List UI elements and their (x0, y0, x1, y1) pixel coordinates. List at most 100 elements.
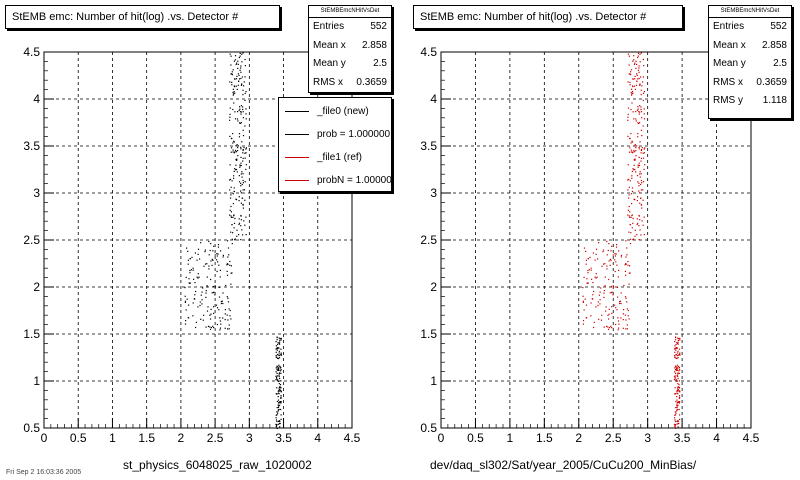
data-point (217, 244, 220, 246)
data-point (202, 287, 204, 289)
data-point (278, 374, 280, 376)
data-point (229, 53, 231, 55)
data-point (184, 295, 186, 297)
data-point (279, 338, 281, 340)
data-point (213, 245, 215, 247)
data-point (240, 225, 242, 227)
data-point (233, 60, 235, 62)
data-point (233, 93, 235, 95)
data-point (275, 354, 277, 357)
data-point (245, 118, 247, 120)
data-point (238, 234, 240, 236)
data-point (204, 251, 206, 253)
data-point (238, 181, 241, 183)
data-point (217, 253, 219, 255)
data-point (228, 308, 230, 310)
data-point (245, 152, 247, 154)
data-point (232, 91, 234, 94)
data-point (233, 190, 235, 193)
data-point (234, 118, 237, 120)
data-point (240, 219, 242, 221)
data-point (209, 318, 212, 320)
data-point (241, 61, 243, 63)
data-point (276, 378, 278, 380)
data-point (230, 265, 232, 267)
data-point (236, 118, 239, 120)
data-point (240, 105, 242, 107)
data-point (216, 270, 218, 273)
data-point (280, 408, 282, 411)
data-point (278, 347, 280, 349)
data-point (280, 372, 282, 374)
data-point (239, 69, 241, 71)
data-point (242, 129, 244, 131)
data-point (230, 215, 232, 217)
data-point (229, 209, 231, 211)
data-point (220, 302, 223, 305)
data-point (279, 404, 281, 406)
data-point (277, 396, 279, 398)
data-point (231, 238, 233, 240)
data-point (278, 405, 280, 407)
data-point (224, 309, 226, 311)
data-point (224, 327, 226, 329)
y-tick-label: 2 (33, 280, 40, 294)
data-point (200, 318, 202, 320)
data-point (280, 395, 282, 397)
data-point (203, 314, 205, 316)
data-point (200, 242, 202, 244)
data-point (221, 300, 223, 302)
data-point (276, 339, 278, 341)
data-point (280, 401, 282, 403)
data-point (244, 199, 246, 201)
data-point (226, 274, 229, 276)
left-stats-box: StEMBEmcNHitVsDet Entries 552 Mean x 2.858… (308, 5, 392, 93)
data-point (236, 75, 238, 77)
data-point (277, 390, 279, 392)
data-point (240, 113, 242, 115)
data-point (240, 215, 242, 217)
data-points (184, 52, 282, 429)
data-point (276, 400, 278, 403)
data-point (234, 59, 236, 61)
data-point (242, 106, 244, 108)
data-point (276, 347, 278, 349)
data-point (275, 425, 277, 427)
data-point (187, 259, 189, 261)
data-point (194, 252, 196, 254)
data-point (236, 229, 238, 231)
data-point (280, 352, 282, 354)
legend-entry: prob = 1.000000 (279, 121, 391, 147)
data-point (244, 152, 246, 154)
data-point (218, 296, 221, 298)
data-point (237, 120, 239, 122)
data-point (186, 247, 188, 249)
data-point (276, 376, 278, 378)
data-point (235, 63, 237, 65)
data-point (222, 254, 224, 256)
data-point (229, 107, 231, 109)
data-point (215, 259, 218, 261)
data-point (277, 347, 279, 349)
data-point (236, 171, 238, 173)
data-point (233, 222, 236, 224)
data-point (278, 408, 280, 411)
data-point (238, 74, 240, 76)
x-tick-label: 3.5 (275, 431, 292, 445)
data-point (279, 343, 281, 345)
x-tick-label: 3 (246, 431, 253, 445)
data-point (228, 254, 230, 256)
right-title: StEMB emc: Number of hit(log) .vs. Detec… (420, 11, 647, 23)
legend-line-icon (285, 110, 309, 112)
data-point (276, 372, 278, 374)
data-point (280, 387, 282, 389)
data-point (230, 151, 232, 153)
data-point (228, 324, 230, 326)
right-x-axis-label: dev/daq_sl302/Sat/year_2005/CuCu200_MinB… (430, 458, 697, 472)
left-stats-row: Mean y 2.5 (313, 58, 387, 69)
data-point (278, 402, 280, 404)
data-point (227, 319, 229, 321)
data-point (207, 306, 209, 308)
data-point (236, 62, 238, 64)
data-point (206, 286, 208, 288)
